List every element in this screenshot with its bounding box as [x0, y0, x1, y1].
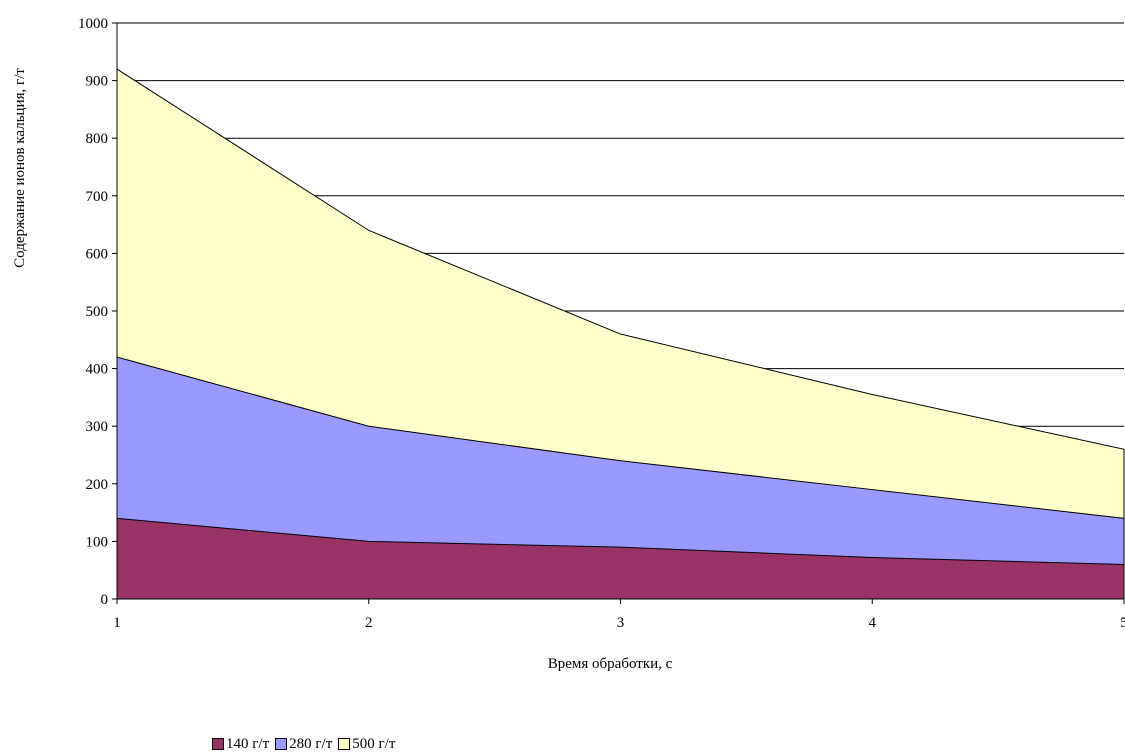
- x-axis-title: Время обработки, с: [548, 656, 673, 672]
- legend-swatch: [275, 738, 288, 750]
- legend-item: 500 г/т: [338, 736, 395, 752]
- y-tick-label: 1000: [78, 16, 108, 32]
- legend: 140 г/т 280 г/т 500 г/т: [212, 736, 401, 752]
- y-tick-label: 500: [86, 304, 109, 320]
- legend-swatch: [212, 738, 224, 750]
- series-area-140-г/т: [116, 517, 1125, 600]
- series-areas: [116, 68, 1125, 600]
- legend-label: 500 г/т: [352, 736, 396, 752]
- y-tick-label: 600: [86, 246, 109, 262]
- legend-label: 140 г/т: [226, 736, 270, 752]
- y-axis-ticks: 0 100 200 300 400 500 600 700 800 900 1000: [78, 16, 117, 608]
- y-tick-label: 0: [101, 592, 109, 608]
- y-tick-label: 300: [86, 419, 109, 435]
- y-tick-label: 900: [86, 74, 109, 90]
- y-tick-label: 700: [86, 189, 109, 205]
- legend-swatch: [338, 738, 351, 750]
- y-tick-label: 200: [86, 477, 109, 493]
- y-tick-label: 800: [86, 131, 109, 147]
- y-tick-label: 100: [86, 534, 109, 550]
- legend-item: 280 г/т: [275, 736, 332, 752]
- x-tick-label: 2: [365, 615, 373, 631]
- legend-label: 280 г/т: [289, 736, 333, 752]
- x-axis-ticks: 1 2 3 4 5: [113, 599, 1125, 631]
- x-tick-label: 1: [113, 615, 121, 631]
- x-tick-label: 5: [1120, 615, 1125, 631]
- legend-item: 140 г/т: [212, 736, 269, 752]
- y-tick-label: 400: [86, 362, 109, 378]
- x-tick-label: 3: [617, 615, 625, 631]
- y-axis-title: Содержание ионов кальция, г/т: [12, 68, 28, 268]
- x-tick-label: 4: [869, 615, 877, 631]
